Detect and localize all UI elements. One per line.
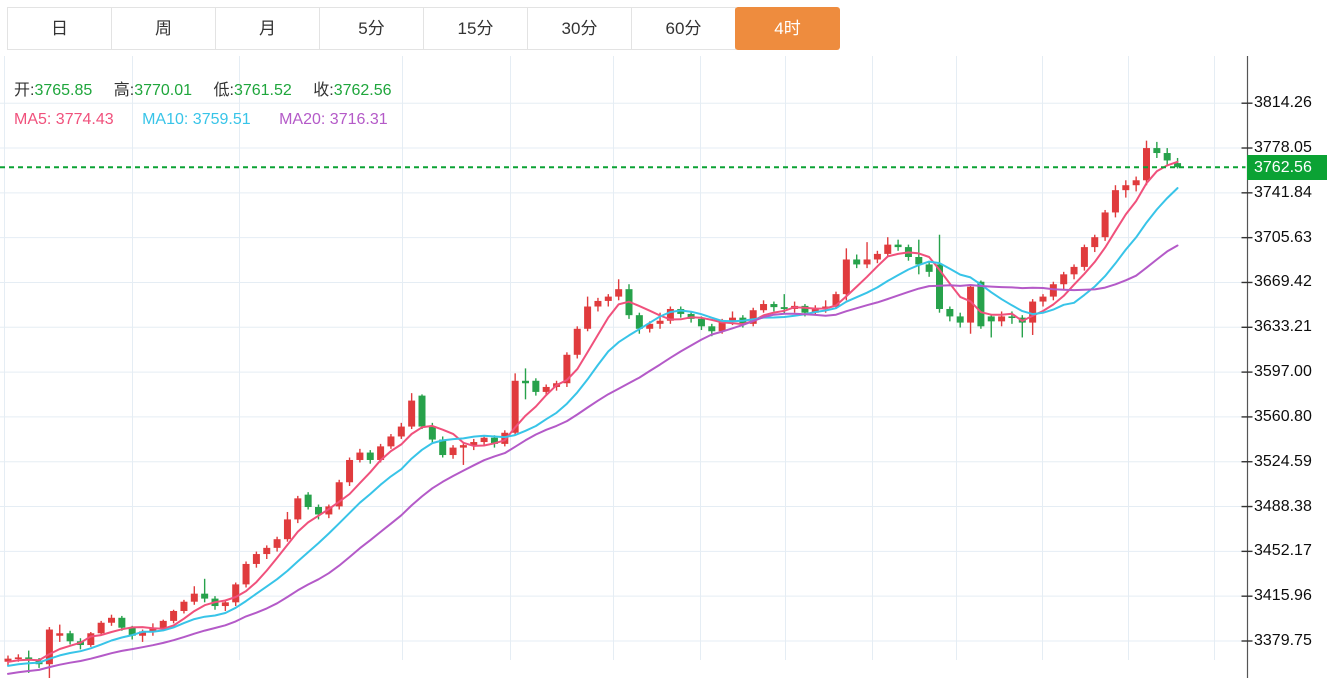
tab-day[interactable]: 日 — [7, 7, 112, 50]
y-axis-label: 3415.96 — [1254, 587, 1312, 604]
high-readout: 高:3770.01 — [114, 82, 192, 99]
y-axis-label: 3814.26 — [1254, 94, 1312, 111]
tab-5min[interactable]: 5分 — [319, 7, 424, 50]
y-axis-label: 3705.63 — [1254, 229, 1312, 246]
ma10-readout: MA10: 3759.51 — [142, 111, 251, 128]
ma20-label: MA20: — [279, 111, 326, 128]
tab-60min[interactable]: 60分 — [631, 7, 736, 50]
open-value: 3765.85 — [34, 82, 93, 99]
y-axis-label: 3741.84 — [1254, 184, 1312, 201]
y-axis-label: 3488.38 — [1254, 498, 1312, 515]
ma20-value: 3716.31 — [329, 111, 388, 128]
close-readout: 收:3762.56 — [313, 82, 391, 99]
ma-row: MA5: 3774.43 MA10: 3759.51 MA20: 3716.31 — [14, 105, 412, 134]
low-label: 低: — [213, 82, 234, 99]
open-readout: 开:3765.85 — [14, 82, 92, 99]
high-value: 3770.01 — [134, 82, 193, 99]
tab-4hour[interactable]: 4时 — [735, 7, 840, 50]
y-axis-label: 3560.80 — [1254, 408, 1312, 425]
ma5-value: 3774.43 — [55, 111, 114, 128]
y-axis-label: 3597.00 — [1254, 363, 1312, 380]
ohlc-row: 开:3765.85 高:3770.01 低:3761.52 收:3762.56 — [14, 76, 412, 105]
ma10-value: 3759.51 — [192, 111, 251, 128]
y-axis-label: 3633.21 — [1254, 318, 1312, 335]
ma10-label: MA10: — [142, 111, 189, 128]
y-axis-label: 3524.59 — [1254, 453, 1312, 470]
ohlc-info: 开:3765.85 高:3770.01 低:3761.52 收:3762.56 … — [14, 76, 412, 134]
y-axis-label: 3379.75 — [1254, 632, 1312, 649]
low-value: 3761.52 — [233, 82, 292, 99]
high-label: 高: — [113, 82, 135, 99]
current-price-badge: 3762.56 — [1247, 154, 1327, 180]
open-label: 开: — [14, 82, 35, 99]
close-value: 3762.56 — [333, 82, 392, 99]
y-axis-label: 3669.42 — [1254, 273, 1312, 290]
tab-30min[interactable]: 30分 — [527, 7, 632, 50]
low-readout: 低:3761.52 — [214, 82, 292, 99]
y-axis-label: 3452.17 — [1254, 542, 1312, 559]
y-axis-label: 3778.05 — [1254, 139, 1312, 156]
ma20-readout: MA20: 3716.31 — [279, 111, 388, 128]
timeframe-tabs: 日 周 月 5分 15分 30分 60分 4时 — [7, 7, 840, 50]
ma5-readout: MA5: 3774.43 — [14, 111, 114, 128]
tab-week[interactable]: 周 — [111, 7, 216, 50]
ma5-label: MA5: — [14, 111, 52, 128]
tab-month[interactable]: 月 — [215, 7, 320, 50]
close-label: 收: — [313, 82, 334, 99]
tab-15min[interactable]: 15分 — [423, 7, 528, 50]
